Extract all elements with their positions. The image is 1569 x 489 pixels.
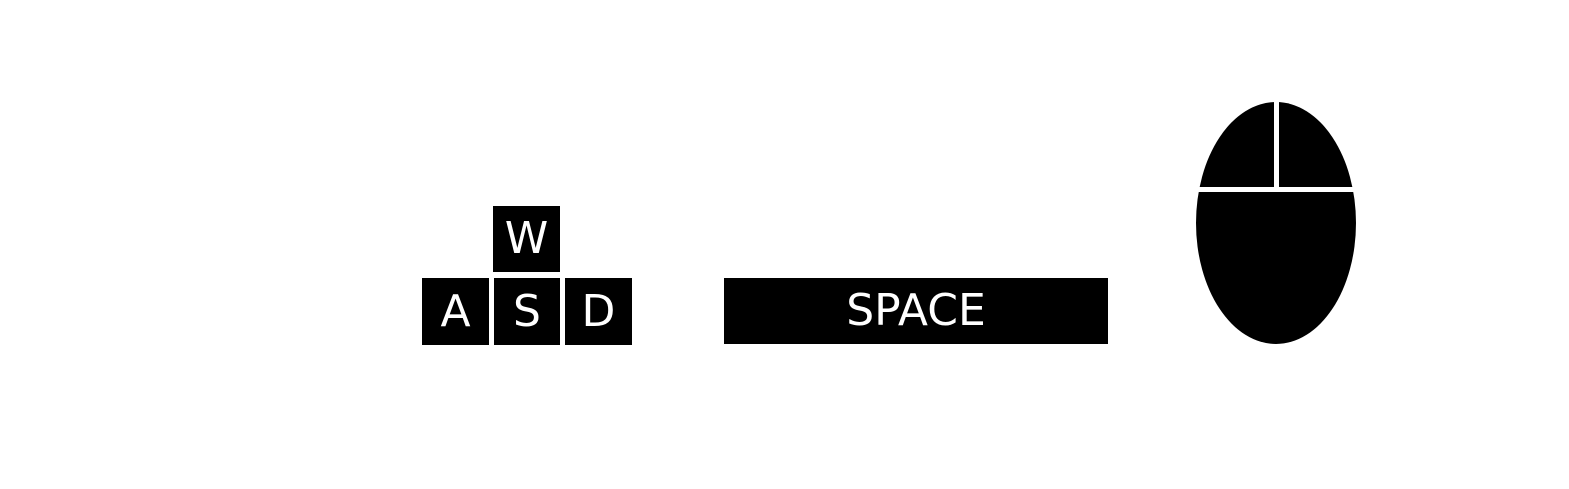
w-key-label: W [504,213,549,264]
w-key: W [493,206,560,272]
d-key: D [565,278,632,345]
s-key: S [494,278,560,345]
mouse-icon [1194,100,1358,344]
mouse-center-divider [1274,100,1279,188]
a-key-label: A [440,285,471,337]
s-key-label: S [513,285,541,337]
mouse-body [1196,102,1356,344]
space-key: SPACE [724,278,1108,344]
d-key-label: D [581,285,616,337]
a-key: A [422,278,489,345]
mouse-button-divider [1194,187,1358,192]
space-key-label: SPACE [846,285,986,336]
